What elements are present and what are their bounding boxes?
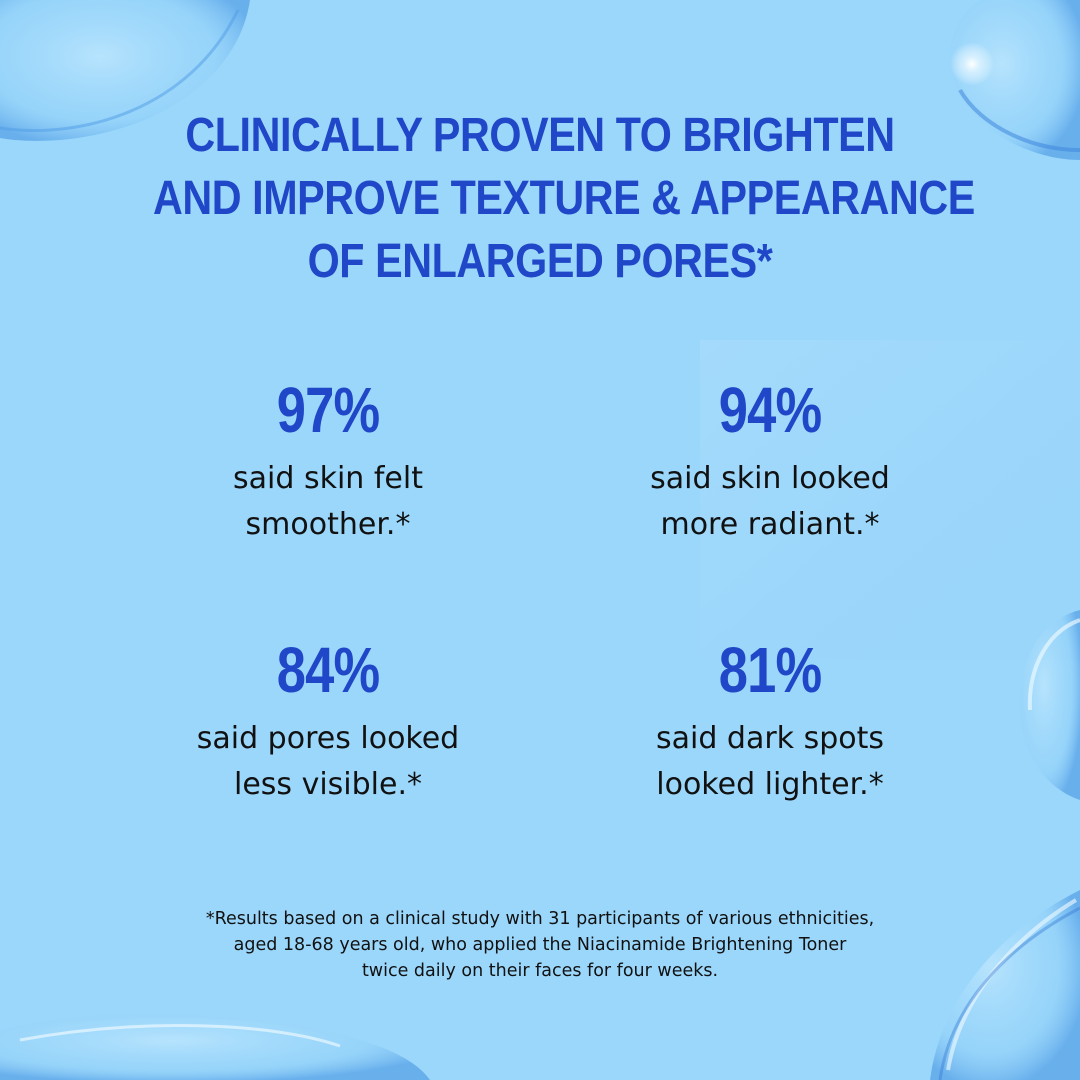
stat-percent: 94% bbox=[718, 374, 822, 446]
stat-description-line: less visible.* bbox=[233, 767, 422, 802]
stat-description-line: said dark spots bbox=[655, 721, 885, 756]
stat-percent: 97% bbox=[276, 374, 380, 446]
footnote-line-3: twice daily on their faces for four week… bbox=[361, 961, 719, 981]
stat-percent: 84% bbox=[276, 634, 380, 706]
drop-right-middle bbox=[1019, 610, 1080, 800]
stat-description-line: smoother.* bbox=[245, 507, 411, 542]
stat-description: said pores looked less visible.* bbox=[118, 716, 538, 808]
stat-description-line: looked lighter.* bbox=[656, 767, 884, 802]
stat-description: said skin felt smoother.* bbox=[118, 456, 538, 548]
drop-bottom-right bbox=[930, 890, 1080, 1080]
headline-line-3: OF ENLARGED PORES* bbox=[307, 235, 773, 288]
stat-radiant: 94% said skin looked more radiant.* bbox=[560, 376, 980, 548]
sparkle bbox=[950, 42, 994, 86]
stat-pores: 84% said pores looked less visible.* bbox=[118, 636, 538, 808]
stat-description-line: said skin felt bbox=[233, 461, 423, 496]
drop-top-right bbox=[950, 0, 1080, 160]
footnote: *Results based on a clinical study with … bbox=[90, 906, 990, 984]
drop-bottom-left bbox=[0, 1013, 430, 1080]
stat-smoother: 97% said skin felt smoother.* bbox=[118, 376, 538, 548]
stat-description: said skin looked more radiant.* bbox=[560, 456, 980, 548]
stat-percent: 81% bbox=[718, 634, 822, 706]
stat-description-line: said skin looked bbox=[650, 461, 890, 496]
footnote-line-2: aged 18-68 years old, who applied the Ni… bbox=[233, 935, 847, 955]
drop-top-left bbox=[0, 0, 250, 141]
headline: CLINICALLY PROVEN TO BRIGHTEN AND IMPROV… bbox=[153, 104, 975, 293]
stat-description: said dark spots looked lighter.* bbox=[560, 716, 980, 808]
stat-dark-spots: 81% said dark spots looked lighter.* bbox=[560, 636, 980, 808]
headline-line-1: CLINICALLY PROVEN TO BRIGHTEN bbox=[185, 109, 895, 162]
stat-description-line: more radiant.* bbox=[660, 507, 880, 542]
footnote-line-1: *Results based on a clinical study with … bbox=[205, 909, 875, 929]
stat-description-line: said pores looked bbox=[196, 721, 460, 756]
headline-line-2: AND IMPROVE TEXTURE & APPEARANCE bbox=[153, 172, 975, 225]
